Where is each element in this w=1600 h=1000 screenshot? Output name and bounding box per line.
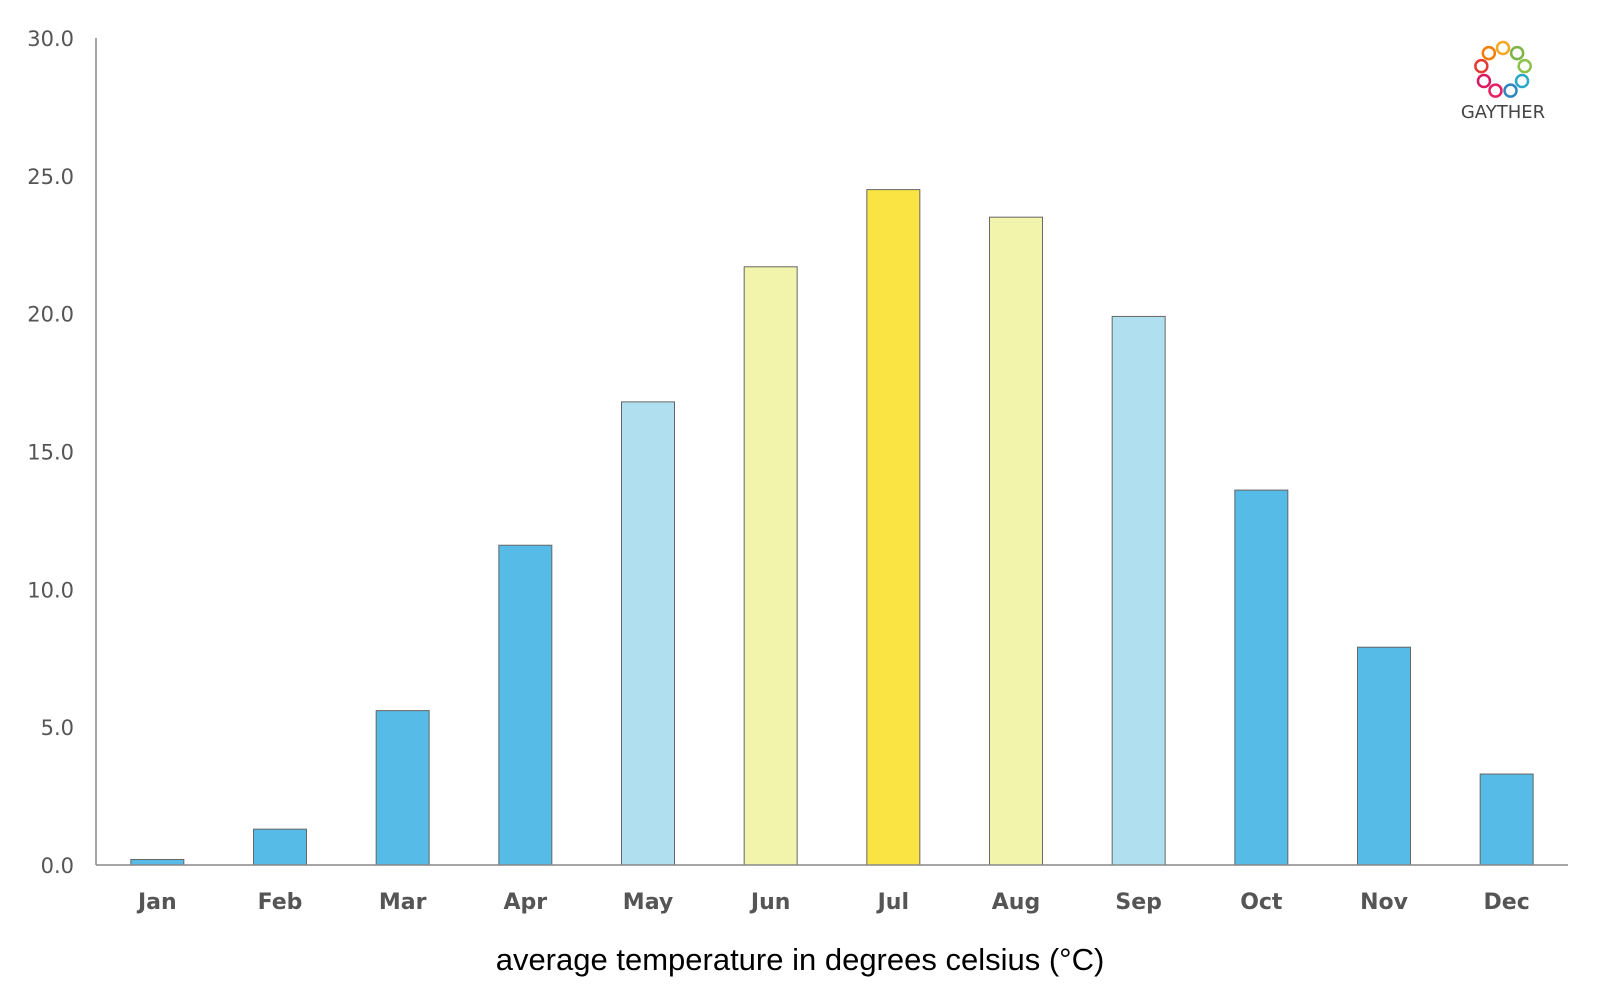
x-tick-label: May [623, 890, 673, 915]
logo-figure-icon [1481, 45, 1497, 61]
gayther-logo: GAYTHER [1461, 40, 1545, 123]
bar-nov [1357, 646, 1411, 866]
x-tick-label: Mar [379, 890, 427, 915]
bar-mar [375, 710, 430, 866]
bar-sep [1111, 315, 1166, 866]
x-tick-label: Jan [136, 890, 177, 915]
bar-may [621, 401, 675, 866]
logo-figure-icon [1517, 58, 1532, 74]
x-tick-label: Oct [1240, 890, 1283, 915]
bar-jan [130, 858, 185, 866]
y-tick-label: 10.0 [27, 578, 74, 602]
x-tick-label: Nov [1360, 890, 1409, 915]
bar-dec [1479, 773, 1534, 866]
logo-figure-icon [1495, 40, 1511, 56]
y-tick-label: 15.0 [27, 441, 74, 465]
x-tick-label: Jul [876, 890, 909, 915]
y-tick-label: 5.0 [41, 716, 74, 740]
y-tick-label: 0.0 [41, 854, 74, 878]
x-tick-label: Aug [992, 890, 1040, 915]
x-tick-label: Dec [1484, 890, 1530, 915]
logo-figure-icon [1476, 73, 1492, 89]
logo-text: GAYTHER [1461, 102, 1545, 123]
bar-feb [253, 828, 307, 866]
x-tick-label: Jun [749, 890, 791, 915]
y-tick-label: 30.0 [27, 27, 74, 51]
x-tick-label: Feb [258, 890, 303, 915]
y-tick-label: 25.0 [27, 165, 74, 189]
logo-figure-icon [1503, 83, 1518, 98]
bar-oct [1234, 489, 1289, 866]
logo-figure-icon [1509, 45, 1525, 61]
y-tick-label: 20.0 [27, 303, 74, 327]
bar-aug [989, 216, 1043, 866]
x-axis-label: average temperature in degrees celsius (… [496, 942, 1105, 977]
bar-jul [866, 189, 921, 866]
bar-apr [498, 544, 553, 866]
logo-figure-icon [1488, 83, 1503, 98]
logo-figure-icon [1474, 58, 1489, 74]
bar-jun [743, 266, 798, 866]
logo-figure-icon [1514, 73, 1530, 89]
x-tick-label: Sep [1115, 890, 1162, 915]
x-tick-label: Apr [504, 890, 548, 915]
